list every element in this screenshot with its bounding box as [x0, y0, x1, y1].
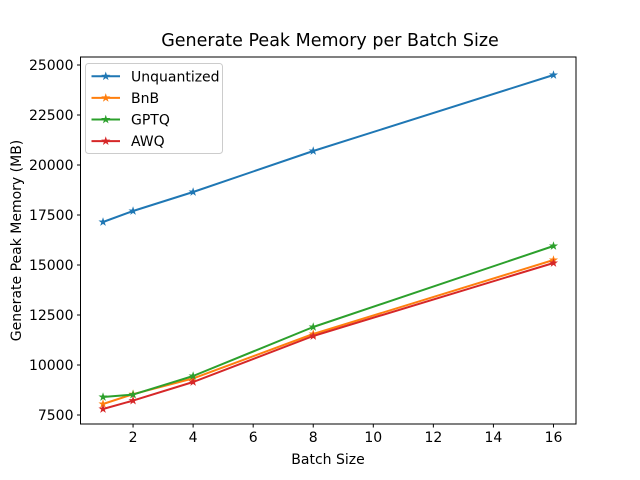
y-axis-label: Generate Peak Memory (MB) — [9, 140, 25, 342]
y-tick-label: 17500 — [29, 208, 74, 224]
series-marker-awq — [308, 331, 318, 340]
y-axis-ticks: 7500 10000 12500 15000 17500 20000 22500 25000 — [29, 58, 81, 424]
series-marker-gptq — [548, 241, 559, 250]
series-marker-awq — [128, 395, 138, 405]
series-marker-awq — [188, 377, 198, 386]
legend-marker-gptq — [101, 114, 111, 124]
series-marker-awq — [98, 404, 108, 413]
legend: Unquantized BnB GPTQ AWQ — [85, 63, 223, 154]
x-tick-label: 14 — [485, 430, 503, 446]
legend-label-bnb: BnB — [131, 91, 159, 107]
series-line-gptq — [102, 245, 554, 398]
series-marker-gptq — [128, 389, 138, 399]
chart-title: Generate Peak Memory per Batch Size — [161, 31, 499, 51]
x-tick-label: 4 — [189, 430, 198, 446]
y-tick-label: 25000 — [29, 58, 74, 74]
series-marker-gptq — [188, 371, 198, 380]
x-tick-label: 2 — [129, 430, 138, 446]
y-tick-label: 15000 — [29, 258, 74, 274]
series-marker-awq — [548, 258, 559, 267]
legend-label-unquantized: Unquantized — [131, 69, 220, 85]
x-tick-label: 6 — [249, 430, 258, 446]
legend-marker-unquantized — [101, 71, 111, 81]
x-tick-label: 16 — [545, 430, 563, 446]
x-axis-label: Batch Size — [291, 452, 364, 468]
legend-marker-bnb — [101, 93, 111, 102]
series-marker-gptq — [308, 322, 318, 331]
x-tick-label: 12 — [424, 430, 442, 446]
legend-marker-awq — [101, 136, 111, 145]
series-marker-bnb — [98, 399, 108, 408]
series-marker-unquantized — [128, 206, 138, 215]
x-tick-label: 8 — [309, 430, 318, 446]
legend-label-awq: AWQ — [131, 134, 165, 150]
y-tick-label: 7500 — [38, 408, 74, 424]
x-axis-ticks: 2 4 6 8 10 12 14 16 — [129, 424, 563, 446]
legend-label-gptq: GPTQ — [131, 113, 170, 129]
x-tick-label: 10 — [364, 430, 382, 446]
series-marker-unquantized — [188, 187, 198, 196]
plot-border — [80, 56, 577, 425]
series-marker-unquantized — [548, 70, 559, 79]
series-lines — [98, 70, 559, 413]
series-line-awq — [102, 262, 554, 410]
y-tick-label: 22500 — [29, 108, 74, 124]
y-tick-label: 12500 — [29, 308, 74, 324]
series-marker-unquantized — [98, 217, 108, 226]
series-marker-gptq — [98, 392, 108, 401]
y-tick-label: 10000 — [29, 358, 74, 374]
legend-box — [85, 63, 223, 154]
y-tick-label: 20000 — [29, 158, 74, 174]
series-marker-unquantized — [308, 146, 318, 155]
